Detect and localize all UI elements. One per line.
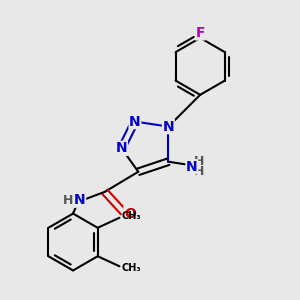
Text: O: O: [124, 207, 136, 220]
Text: CH₃: CH₃: [121, 263, 141, 273]
Text: CH₃: CH₃: [121, 211, 141, 221]
Text: N: N: [129, 115, 141, 129]
Text: F: F: [195, 26, 205, 40]
Text: H: H: [63, 194, 73, 207]
Text: H: H: [194, 155, 204, 168]
Text: N: N: [116, 141, 127, 155]
Text: N: N: [163, 120, 174, 134]
Text: N: N: [186, 160, 198, 174]
Text: N: N: [74, 193, 85, 207]
Text: H: H: [194, 165, 204, 178]
